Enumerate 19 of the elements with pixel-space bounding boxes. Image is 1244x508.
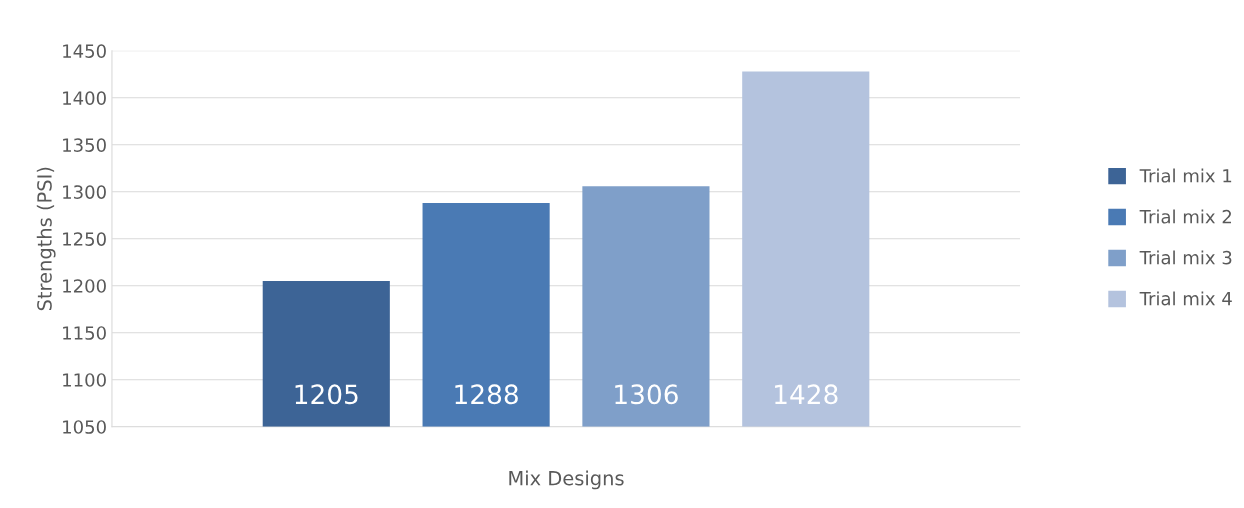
- y-tick-label: 1200: [63, 279, 106, 293]
- data-label: 1428: [775, 384, 838, 405]
- y-tick-label: 1250: [63, 232, 106, 246]
- y-tick-label: 1150: [63, 326, 106, 340]
- y-tick-label: 1350: [63, 138, 106, 152]
- y-tick-label: 1400: [63, 91, 106, 105]
- legend-label: Trial mix 1: [1139, 168, 1232, 183]
- y-tick-label: 1300: [63, 185, 106, 199]
- x-axis-title: Mix Designs: [509, 470, 624, 490]
- legend-label: Trial mix 3: [1139, 250, 1232, 265]
- data-label: 1288: [455, 384, 518, 405]
- y-tick-label: 1100: [63, 373, 106, 387]
- data-label: 1306: [615, 384, 678, 405]
- y-tick-label: 1050: [63, 420, 106, 434]
- data-label: 1205: [295, 384, 358, 405]
- legend-label: Trial mix 4: [1139, 291, 1232, 306]
- legend-label: Trial mix 2: [1139, 209, 1232, 224]
- y-tick-label: 1450: [63, 44, 106, 58]
- y-axis-title: Strengths (PSI): [36, 167, 56, 311]
